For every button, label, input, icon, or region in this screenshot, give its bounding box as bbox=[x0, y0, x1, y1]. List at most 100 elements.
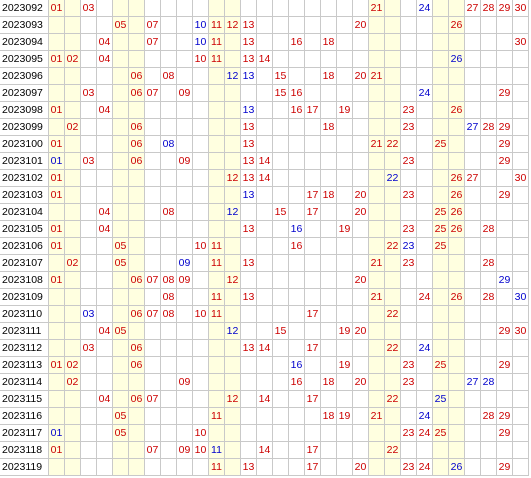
empty-cell bbox=[113, 221, 129, 238]
issue-number: 2023116 bbox=[0, 408, 49, 425]
empty-cell bbox=[161, 340, 177, 357]
empty-cell bbox=[241, 0, 257, 17]
empty-cell bbox=[113, 119, 129, 136]
empty-cell bbox=[481, 187, 497, 204]
drawn-number: 24 bbox=[417, 289, 433, 306]
empty-cell bbox=[321, 51, 337, 68]
drawn-number: 16 bbox=[289, 34, 305, 51]
empty-cell bbox=[449, 34, 465, 51]
empty-cell bbox=[305, 170, 321, 187]
empty-cell bbox=[193, 204, 209, 221]
empty-cell bbox=[145, 255, 161, 272]
empty-cell bbox=[465, 68, 481, 85]
empty-cell bbox=[257, 255, 273, 272]
empty-cell bbox=[209, 323, 225, 340]
empty-cell bbox=[465, 153, 481, 170]
empty-cell bbox=[49, 17, 65, 34]
drawn-number-blue: 28 bbox=[481, 374, 497, 391]
empty-cell bbox=[369, 442, 385, 459]
empty-cell bbox=[465, 323, 481, 340]
empty-cell bbox=[305, 34, 321, 51]
empty-cell bbox=[481, 204, 497, 221]
empty-cell bbox=[369, 85, 385, 102]
empty-cell bbox=[481, 34, 497, 51]
empty-cell bbox=[449, 0, 465, 17]
drawn-number-blue: 13 bbox=[241, 68, 257, 85]
drawn-number: 16 bbox=[289, 374, 305, 391]
drawn-number: 19 bbox=[337, 221, 353, 238]
empty-cell bbox=[369, 323, 385, 340]
empty-cell bbox=[433, 170, 449, 187]
empty-cell bbox=[257, 85, 273, 102]
empty-cell bbox=[129, 221, 145, 238]
issue-number: 2023106 bbox=[0, 238, 49, 255]
drawn-number: 22 bbox=[385, 391, 401, 408]
drawn-number: 29 bbox=[497, 153, 513, 170]
empty-cell bbox=[113, 85, 129, 102]
issue-number: 2023109 bbox=[0, 289, 49, 306]
drawn-number: 01 bbox=[49, 136, 65, 153]
drawn-number-blue: 22 bbox=[385, 170, 401, 187]
empty-cell bbox=[65, 442, 81, 459]
empty-cell bbox=[65, 17, 81, 34]
drawn-number: 07 bbox=[145, 391, 161, 408]
empty-cell bbox=[433, 68, 449, 85]
drawn-number: 01 bbox=[49, 102, 65, 119]
empty-cell bbox=[177, 68, 193, 85]
empty-cell bbox=[513, 187, 529, 204]
drawn-number: 22 bbox=[385, 306, 401, 323]
drawn-number: 01 bbox=[49, 442, 65, 459]
drawn-number: 20 bbox=[353, 459, 369, 476]
drawn-number: 20 bbox=[353, 68, 369, 85]
drawn-number: 10 bbox=[193, 442, 209, 459]
empty-cell bbox=[481, 323, 497, 340]
empty-cell bbox=[177, 51, 193, 68]
drawn-number: 01 bbox=[49, 51, 65, 68]
empty-cell bbox=[321, 357, 337, 374]
empty-cell bbox=[433, 187, 449, 204]
empty-cell bbox=[113, 204, 129, 221]
drawn-number: 12 bbox=[225, 17, 241, 34]
empty-cell bbox=[177, 306, 193, 323]
empty-cell bbox=[65, 136, 81, 153]
issue-number: 2023114 bbox=[0, 374, 49, 391]
empty-cell bbox=[65, 425, 81, 442]
empty-cell bbox=[273, 357, 289, 374]
drawn-number: 29 bbox=[497, 425, 513, 442]
empty-cell bbox=[433, 85, 449, 102]
empty-cell bbox=[289, 136, 305, 153]
empty-cell bbox=[113, 153, 129, 170]
drawn-number: 25 bbox=[433, 221, 449, 238]
empty-cell bbox=[225, 238, 241, 255]
drawn-number-blue: 12 bbox=[225, 68, 241, 85]
empty-cell bbox=[81, 408, 97, 425]
drawn-number: 30 bbox=[513, 0, 529, 17]
empty-cell bbox=[401, 272, 417, 289]
issue-number: 2023108 bbox=[0, 272, 49, 289]
drawn-number: 07 bbox=[145, 85, 161, 102]
drawn-number-blue: 27 bbox=[465, 374, 481, 391]
drawn-number: 29 bbox=[497, 357, 513, 374]
empty-cell bbox=[225, 289, 241, 306]
drawn-number: 26 bbox=[449, 102, 465, 119]
empty-cell bbox=[337, 238, 353, 255]
empty-cell bbox=[209, 391, 225, 408]
empty-cell bbox=[273, 459, 289, 476]
empty-cell bbox=[113, 442, 129, 459]
empty-cell bbox=[417, 68, 433, 85]
empty-cell bbox=[465, 272, 481, 289]
empty-cell bbox=[369, 272, 385, 289]
empty-cell bbox=[481, 85, 497, 102]
empty-cell bbox=[193, 68, 209, 85]
drawn-number: 06 bbox=[129, 119, 145, 136]
drawn-number: 02 bbox=[65, 119, 81, 136]
empty-cell bbox=[465, 408, 481, 425]
drawn-number: 06 bbox=[129, 153, 145, 170]
empty-cell bbox=[289, 51, 305, 68]
drawn-number-blue: 08 bbox=[161, 136, 177, 153]
empty-cell bbox=[369, 221, 385, 238]
drawn-number: 23 bbox=[401, 374, 417, 391]
empty-cell bbox=[129, 170, 145, 187]
empty-cell bbox=[81, 255, 97, 272]
drawn-number: 29 bbox=[497, 136, 513, 153]
